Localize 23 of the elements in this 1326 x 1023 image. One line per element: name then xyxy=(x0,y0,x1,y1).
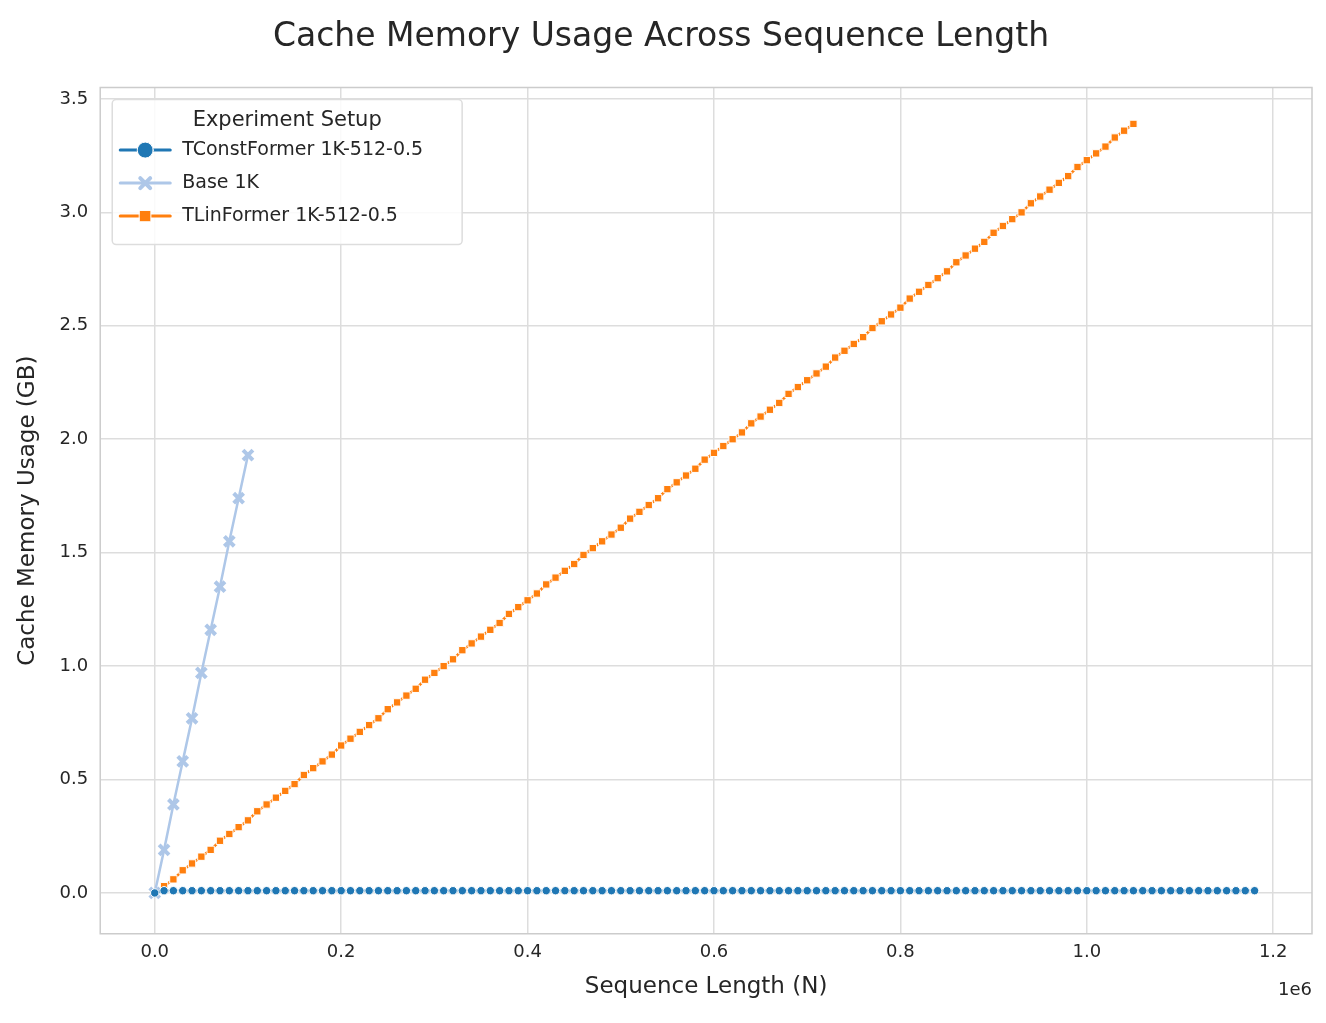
y-tick-label: 2.0 xyxy=(59,426,89,448)
chart-title: Cache Memory Usage Across Sequence Length xyxy=(272,15,1050,55)
y-tick-label: 2.5 xyxy=(59,313,89,335)
legend-label: TLinFormer 1K-512-0.5 xyxy=(181,203,398,226)
legend-title: Experiment Setup xyxy=(192,107,382,132)
x-tick-label: 1.2 xyxy=(1258,940,1288,962)
y-tick-label: 0.5 xyxy=(59,767,89,789)
legend-label: TConstFormer 1K-512-0.5 xyxy=(181,137,424,160)
y-tick-label: 3.5 xyxy=(59,86,89,108)
x-tick-label: 0.0 xyxy=(140,940,170,962)
x-axis-title: Sequence Length (N) xyxy=(584,972,828,999)
x-tick-label: 0.2 xyxy=(326,940,356,962)
y-tick-label: 0.0 xyxy=(59,880,89,902)
x-tick-label: 0.4 xyxy=(513,940,542,962)
text: 1e6 xyxy=(1278,978,1312,1000)
x-tick-label: 0.8 xyxy=(886,940,915,962)
y-axis-title: Cache Memory Usage (GB) xyxy=(12,355,39,666)
legend-label: Base 1K xyxy=(182,170,260,193)
y-tick-label: 1.0 xyxy=(59,653,89,675)
x-tick-label: 0.6 xyxy=(699,940,729,962)
x-tick-label: 1.0 xyxy=(1072,940,1102,962)
y-tick-label: 1.5 xyxy=(59,540,89,562)
y-tick-label: 3.0 xyxy=(59,200,89,222)
